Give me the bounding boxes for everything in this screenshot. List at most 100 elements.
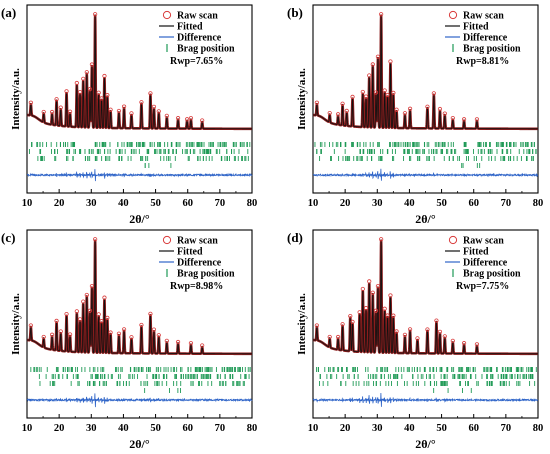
raw-scan-point (89, 62, 95, 67)
raw-scan-point (200, 118, 205, 123)
legend-fitted-label: Fitted (463, 247, 489, 258)
difference-curve (312, 392, 539, 407)
x-tick-label: 10 (22, 198, 33, 209)
raw-scan-point (164, 113, 169, 118)
x-tick-label: 20 (340, 198, 351, 209)
raw-scan-point (49, 109, 55, 115)
raw-scan-point (58, 329, 63, 334)
x-tick-label: 40 (404, 423, 415, 434)
raw-scan-point (175, 339, 181, 345)
x-tick-label: 50 (436, 423, 447, 434)
legend-raw-label: Raw scan (463, 11, 504, 22)
raw-scan-point (67, 332, 73, 337)
x-tick-label: 30 (86, 423, 97, 434)
raw-scan-point (129, 335, 134, 340)
raw-scan-point (121, 327, 127, 332)
raw-scan-point (84, 292, 89, 298)
x-axis-label: 2θ/° (129, 437, 150, 451)
raw-scan-point (116, 331, 122, 336)
raw-scan-point (379, 237, 384, 242)
raw-scan-point (41, 109, 46, 115)
raw-scan-point (382, 88, 387, 93)
raw-scan-point (184, 117, 190, 122)
raw-scan-point (139, 322, 144, 328)
x-tick-label: 50 (150, 423, 161, 434)
raw-scan-point (388, 293, 393, 298)
x-tick-label: 80 (533, 423, 544, 434)
brag-row-2 (316, 149, 537, 154)
x-tick-label: 40 (118, 198, 129, 209)
x-tick-label: 50 (436, 198, 447, 209)
difference-curve (26, 393, 253, 408)
raw-scan-point (442, 111, 447, 116)
legend-raw-label: Raw scan (463, 236, 504, 247)
raw-scan-point (156, 333, 161, 338)
raw-scan-point (200, 343, 205, 348)
x-tick-label: 20 (54, 198, 65, 209)
raw-scan-point (93, 12, 98, 17)
raw-scan-point (363, 306, 369, 311)
raw-scan-point (54, 97, 59, 102)
panel-label: (d) (287, 230, 303, 245)
legend-difference-label: Difference (463, 258, 508, 269)
y-axis-label: Intensity/a.u. (10, 68, 22, 130)
x-tick-label: 60 (468, 198, 479, 209)
raw-scan-point (77, 317, 83, 322)
raw-scan-point (81, 299, 86, 304)
raw-scan-point (41, 334, 46, 340)
raw-scan-point (74, 309, 79, 314)
x-tick-label: 40 (404, 198, 415, 209)
raw-scan-point (437, 106, 443, 112)
legend-fitted-label: Fitted (463, 22, 489, 33)
legend-raw-symbol (162, 10, 172, 20)
brag-row-3 (319, 156, 534, 161)
raw-scan-point (370, 290, 375, 295)
rwp-value: Rwp=7.75% (456, 281, 509, 292)
brag-row-2 (319, 374, 534, 379)
raw-scan-point (105, 315, 110, 320)
raw-scan-point (348, 313, 353, 319)
raw-scan-point (360, 89, 365, 95)
raw-scan-point (28, 323, 33, 328)
legend-raw-symbol (162, 235, 172, 245)
x-tick-label: 30 (86, 198, 97, 209)
raw-scan-point (415, 336, 420, 341)
x-tick-label: 80 (247, 198, 258, 209)
x-tick-label: 70 (215, 423, 226, 434)
rwp-value: Rwp=8.98% (170, 281, 223, 292)
x-tick-label: 70 (215, 198, 226, 209)
raw-scan-point (84, 70, 89, 75)
x-tick-label: 70 (501, 198, 512, 209)
panel-label: (b) (287, 5, 303, 20)
raw-scan-point (385, 313, 390, 318)
raw-scan-point (108, 107, 113, 112)
raw-scan-point (28, 100, 33, 105)
raw-scan-point (105, 93, 110, 98)
raw-scan-point (375, 54, 381, 59)
brag-row-3 (39, 381, 245, 386)
x-tick-label: 60 (182, 198, 193, 209)
brag-row-2 (38, 374, 250, 379)
raw-scan-point (407, 106, 413, 111)
raw-scan-point (385, 92, 390, 98)
fitted-line (26, 15, 252, 130)
raw-scan-point (164, 338, 169, 343)
fitted-line (312, 240, 538, 355)
x-tick-label: 60 (182, 423, 193, 434)
raw-scan-point (437, 329, 443, 334)
panel-label: (a) (1, 5, 16, 20)
raw-scan-point (89, 284, 95, 289)
x-tick-label: 10 (308, 423, 319, 434)
raw-scan-point (96, 90, 101, 95)
raw-scan-point (370, 62, 375, 67)
x-axis-label: 2θ/° (415, 437, 436, 451)
panel-label: (c) (1, 230, 15, 245)
legend-brag-label: Brag position (463, 44, 521, 55)
brag-row-1 (30, 367, 251, 372)
raw-scan-point (360, 286, 365, 292)
panel-a: 10 20 30 40 50 60 70 80 2θ/° Intensity/a.u. (a) Raw… (1, 4, 258, 226)
raw-scan-point (350, 94, 355, 99)
